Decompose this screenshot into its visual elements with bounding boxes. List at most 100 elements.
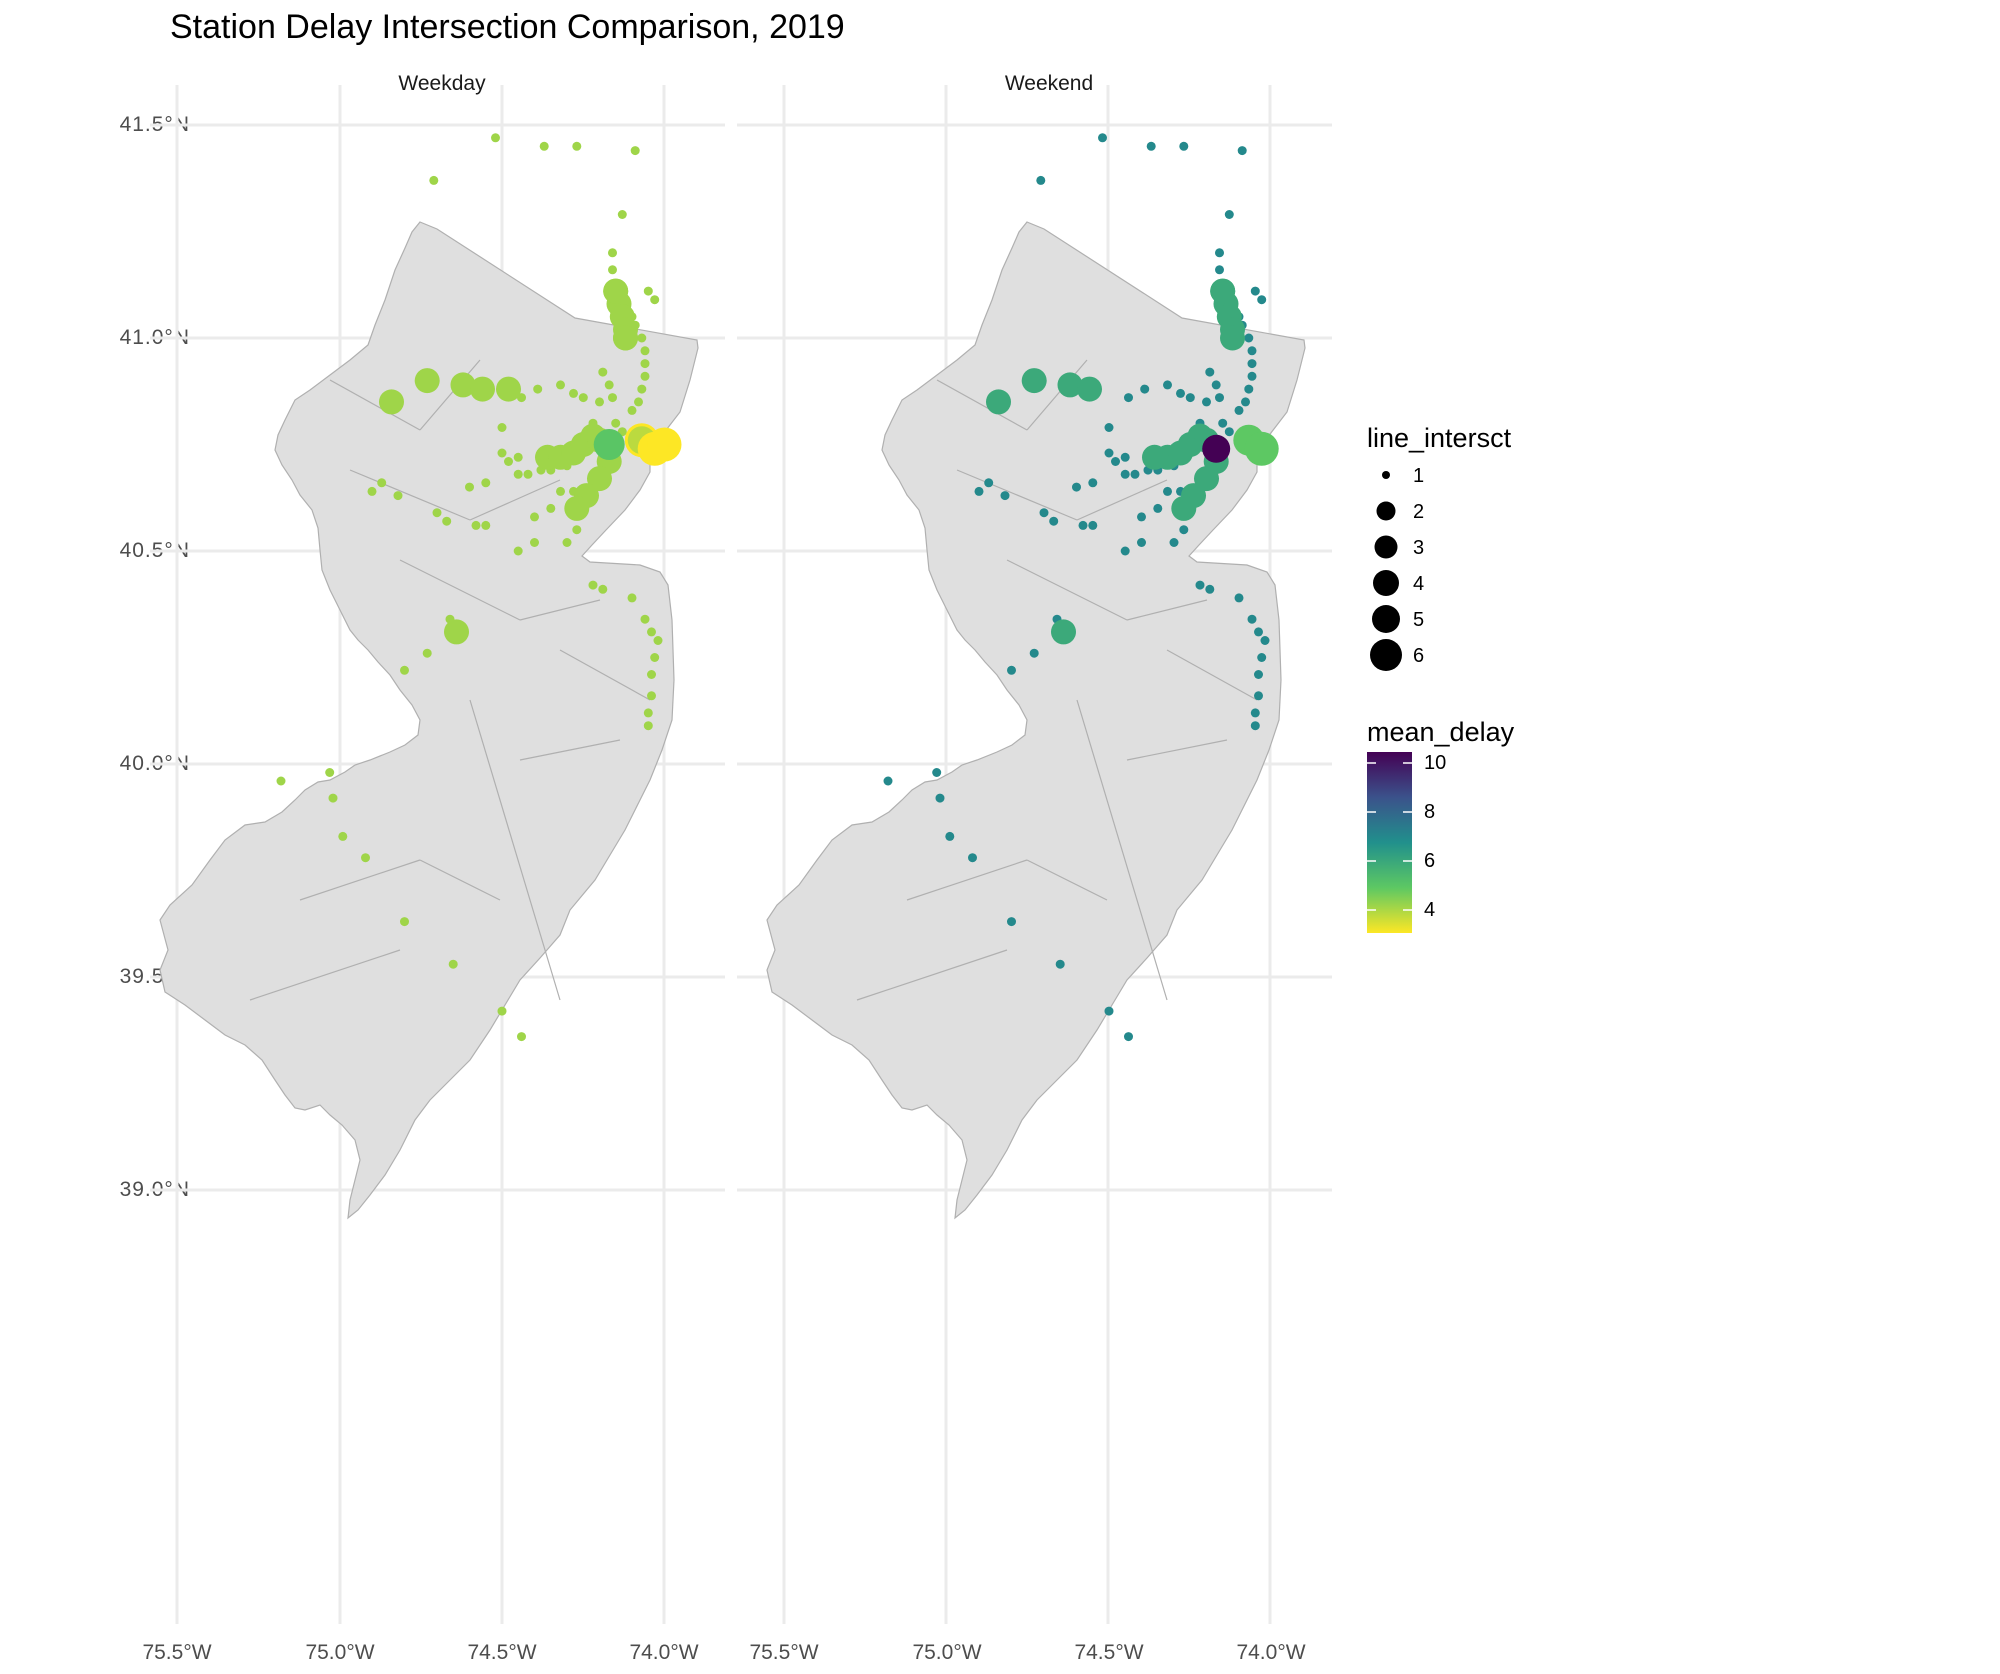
station-point: [517, 1032, 526, 1042]
chart-title: Station Delay Intersection Comparison, 2…: [170, 8, 845, 46]
station-point: [1215, 248, 1224, 258]
weekday-station-points: [276, 133, 682, 1042]
station-point: [1257, 295, 1267, 305]
station-point: [465, 482, 474, 492]
station-point: [1234, 593, 1244, 603]
station-point: [647, 691, 656, 701]
station-point: [442, 516, 452, 526]
station-point: [647, 427, 682, 462]
station-point: [562, 538, 572, 547]
station-point: [643, 708, 653, 718]
color-legend-label: 8: [1424, 801, 1436, 823]
station-point: [379, 389, 404, 415]
station-point: [572, 525, 582, 535]
station-point: [491, 133, 500, 143]
station-point: [1120, 469, 1130, 479]
station-point: [513, 469, 523, 479]
station-point: [1000, 491, 1010, 501]
size-legend: [1370, 471, 1402, 671]
station-point: [546, 503, 556, 513]
station-point: [1194, 466, 1219, 492]
station-point: [1104, 423, 1114, 432]
color-legend-bar: [1367, 752, 1412, 933]
station-point: [968, 853, 977, 863]
station-point: [1007, 917, 1016, 927]
station-point: [634, 397, 643, 407]
color-legend-label: 6: [1424, 850, 1436, 872]
station-point: [1130, 469, 1140, 479]
station-point: [429, 175, 439, 185]
station-point: [361, 853, 370, 863]
station-point: [1202, 434, 1231, 463]
station-point: [1169, 538, 1179, 547]
station-point: [400, 665, 409, 675]
station-point: [504, 457, 513, 466]
station-point: [1215, 393, 1224, 403]
color-legend-label: 4: [1424, 899, 1436, 921]
weekend-station-points: [883, 133, 1279, 1042]
station-point: [328, 793, 338, 803]
station-point: [1260, 636, 1270, 645]
station-point: [1120, 452, 1130, 462]
station-point: [1021, 368, 1047, 394]
station-point: [637, 333, 647, 343]
station-point: [1205, 584, 1215, 594]
nj-map-weekend: [766, 221, 1306, 1219]
station-point: [1088, 478, 1098, 488]
station-point: [1137, 538, 1146, 547]
station-point: [1007, 665, 1016, 675]
station-point: [608, 248, 617, 258]
station-point: [603, 278, 629, 304]
station-point: [393, 491, 403, 501]
facet-label-weekend: Weekend: [1004, 72, 1094, 95]
station-point: [1254, 691, 1263, 701]
station-point: [1036, 175, 1046, 185]
station-point: [1104, 448, 1114, 458]
station-point: [1250, 286, 1260, 296]
station-point: [587, 466, 612, 492]
station-point: [1195, 580, 1205, 590]
station-point: [1247, 371, 1257, 381]
station-point: [598, 584, 608, 594]
station-point: [1153, 503, 1163, 513]
station-point: [1220, 325, 1245, 351]
station-point: [627, 593, 637, 603]
size-legend-label: 5: [1413, 609, 1425, 631]
station-point: [1049, 516, 1059, 526]
station-point: [647, 670, 656, 679]
station-point: [640, 614, 650, 624]
station-point: [1224, 427, 1234, 437]
x-tick-label: 75.0°W: [912, 1641, 982, 1664]
size-legend-label: 6: [1413, 645, 1425, 667]
station-point: [593, 429, 625, 460]
station-point: [1039, 508, 1049, 518]
station-point: [513, 452, 523, 462]
station-point: [640, 371, 650, 381]
station-point: [1247, 359, 1257, 369]
station-point: [1077, 376, 1102, 402]
station-point: [414, 368, 440, 394]
station-point: [627, 405, 637, 415]
station-point: [1120, 546, 1130, 556]
facet-label-weekday: Weekday: [398, 72, 486, 95]
station-point: [643, 721, 653, 731]
station-point: [640, 359, 650, 369]
size-legend-label: 4: [1413, 573, 1425, 595]
station-point: [1088, 520, 1098, 530]
station-point: [497, 1006, 507, 1016]
x-tick-label: 75.5°W: [142, 1641, 212, 1664]
station-point: [513, 546, 523, 556]
station-point: [1098, 133, 1107, 143]
station-point: [572, 141, 582, 151]
x-tick-label: 74.5°W: [467, 1641, 537, 1664]
station-point: [470, 376, 495, 402]
station-point: [556, 380, 565, 390]
station-point: [1234, 405, 1244, 415]
station-point: [1218, 418, 1228, 428]
station-point: [569, 388, 578, 398]
station-point: [1111, 457, 1120, 466]
station-point: [650, 653, 660, 662]
size-legend-label: 1: [1413, 465, 1425, 487]
station-point: [1247, 346, 1257, 356]
station-point: [325, 768, 335, 777]
